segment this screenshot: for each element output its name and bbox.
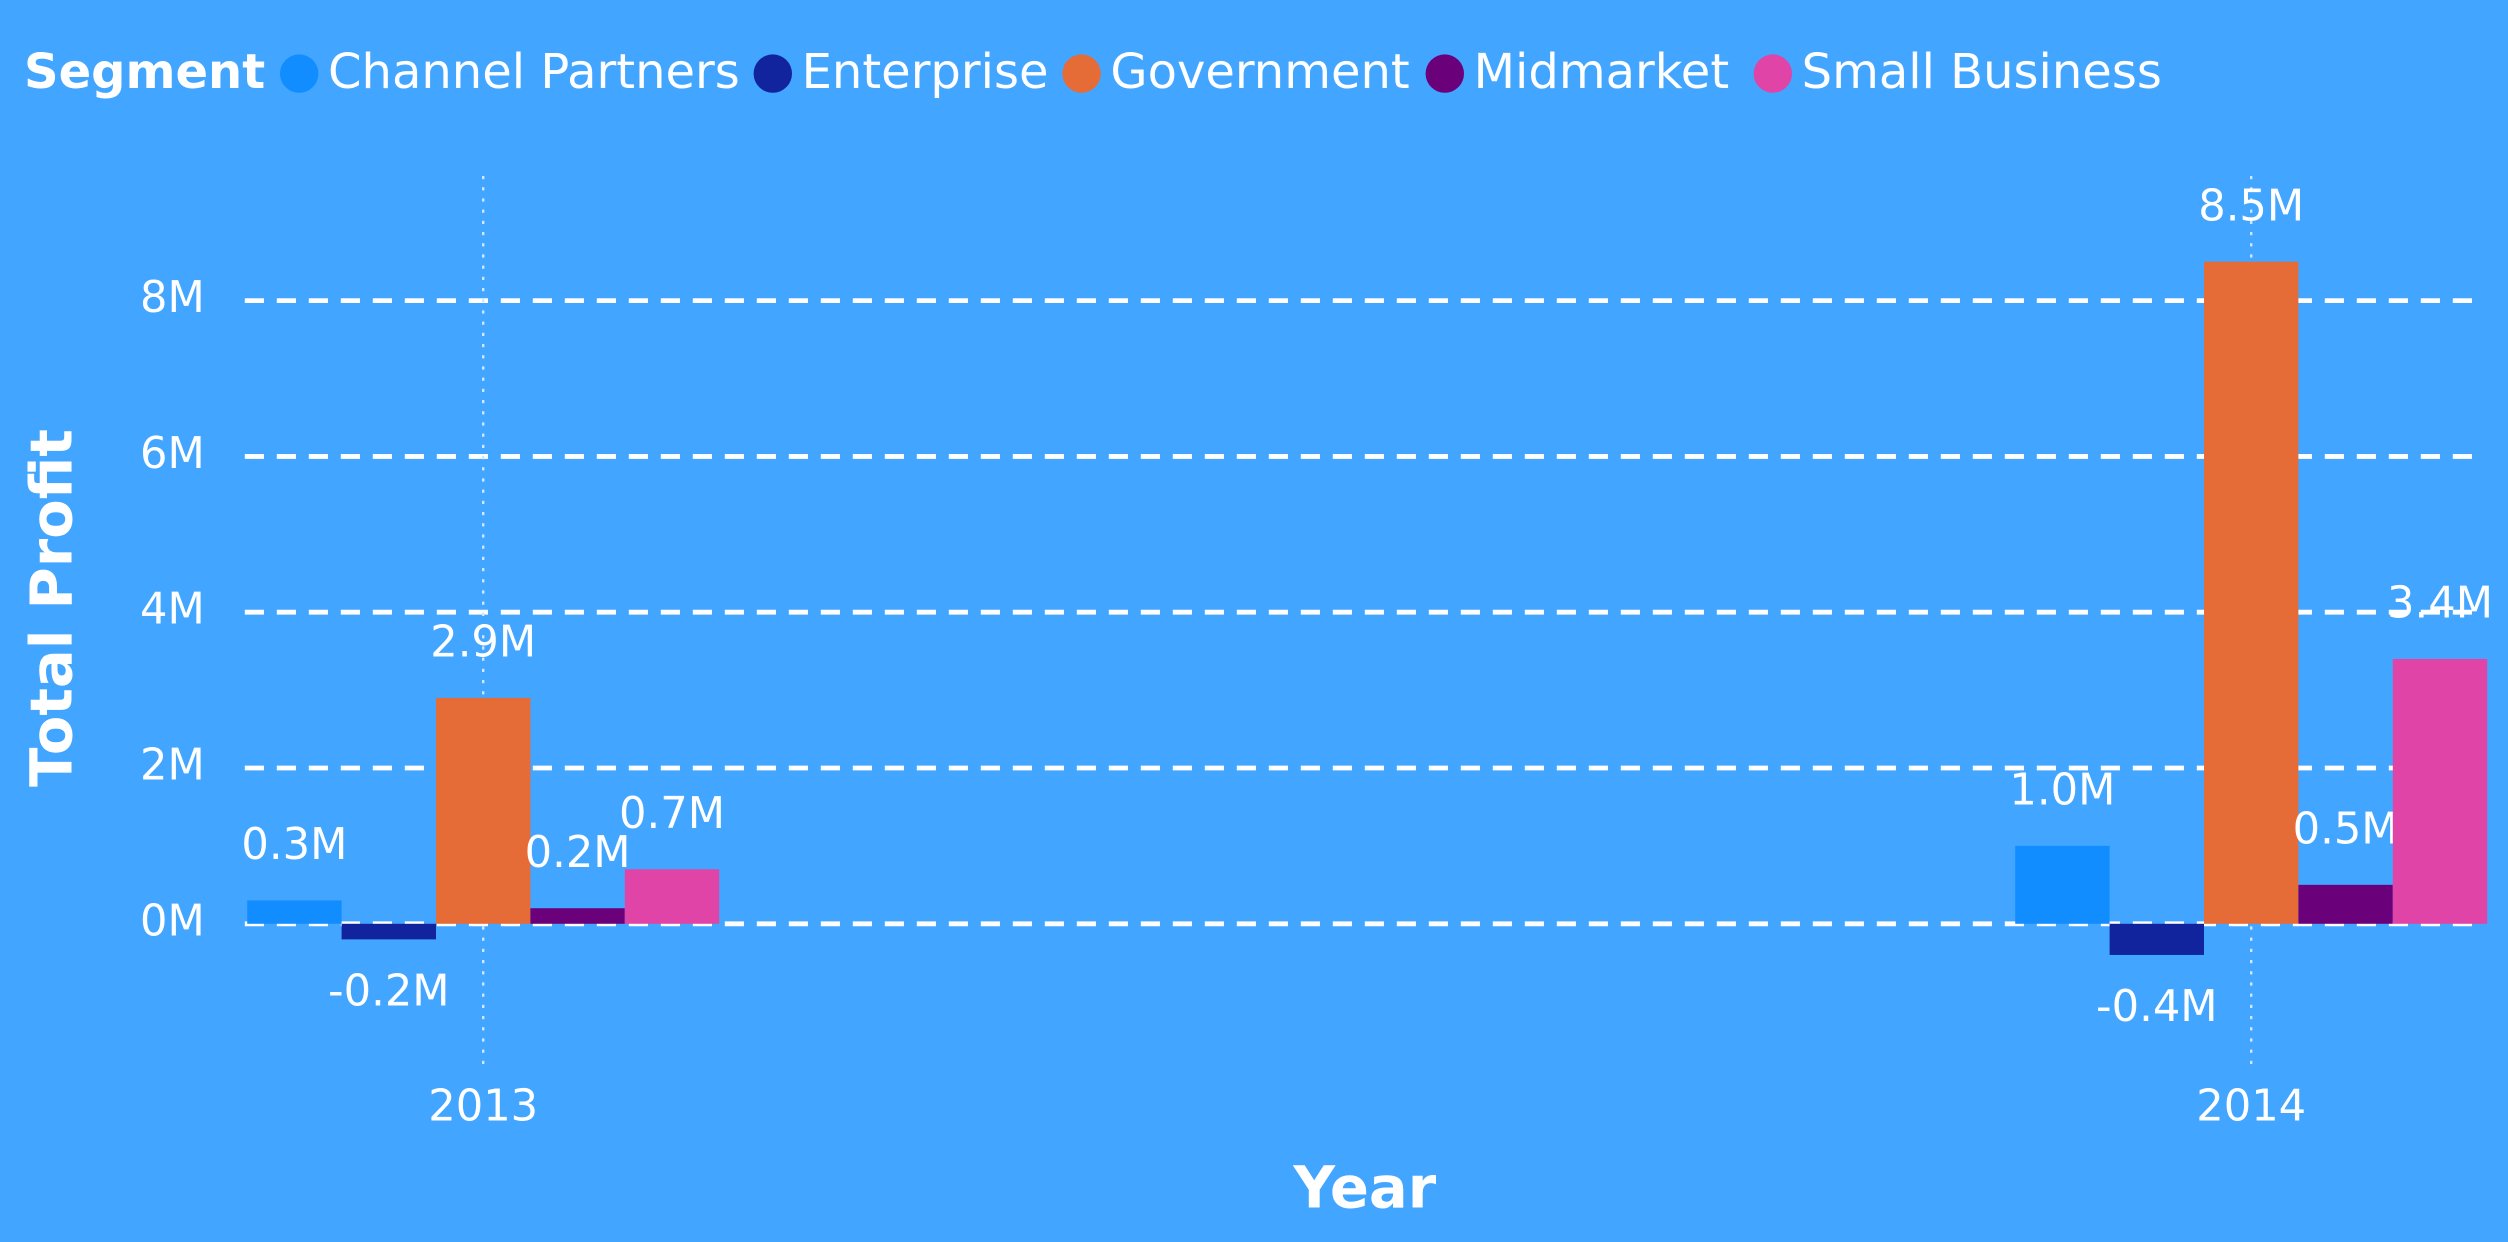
bar bbox=[2015, 845, 2110, 924]
x-tick-label: 2013 bbox=[428, 1081, 538, 1131]
value-label: -0.2M bbox=[328, 966, 450, 1016]
value-label: 0.3M bbox=[241, 820, 347, 870]
y-tick-label: 8M bbox=[140, 273, 205, 323]
value-label: 3.4M bbox=[2387, 579, 2493, 629]
x-axis-title: Year bbox=[1292, 1155, 1436, 1222]
legend-label: Channel Partners bbox=[328, 44, 740, 100]
legend-swatch bbox=[280, 54, 319, 93]
bar bbox=[341, 923, 436, 940]
legend-label: Midmarket bbox=[1474, 44, 1730, 100]
x-tick-label: 2014 bbox=[2196, 1081, 2306, 1131]
value-label: 0.7M bbox=[619, 789, 725, 839]
legend-swatch bbox=[1062, 54, 1101, 93]
legend-swatch bbox=[753, 54, 792, 93]
value-label: 0.5M bbox=[2293, 805, 2399, 855]
bar bbox=[2298, 884, 2393, 924]
value-label: 8.5M bbox=[2198, 181, 2304, 231]
y-tick-label: 4M bbox=[140, 585, 205, 635]
bar bbox=[2204, 261, 2299, 924]
value-label: 0.2M bbox=[525, 828, 631, 878]
bar bbox=[530, 908, 625, 924]
y-axis-title: Total Profit bbox=[19, 429, 86, 787]
y-tick-label: 0M bbox=[140, 896, 205, 946]
bar bbox=[624, 869, 720, 924]
legend-title: Segment bbox=[24, 44, 265, 100]
legend-label: Small Business bbox=[1802, 44, 2162, 100]
value-label: 1.0M bbox=[2009, 766, 2115, 816]
value-label: -0.4M bbox=[2096, 982, 2218, 1032]
bar bbox=[436, 697, 531, 924]
legend-swatch bbox=[1425, 54, 1464, 93]
legend-swatch bbox=[1753, 54, 1792, 93]
legend-label: Government bbox=[1110, 44, 1409, 100]
y-tick-label: 6M bbox=[140, 429, 205, 479]
y-tick-label: 2M bbox=[140, 741, 205, 791]
legend-label: Enterprise bbox=[802, 44, 1049, 100]
value-label: 2.9M bbox=[430, 618, 536, 668]
bar bbox=[247, 900, 342, 924]
bar bbox=[2392, 658, 2488, 924]
bar bbox=[2109, 923, 2204, 955]
